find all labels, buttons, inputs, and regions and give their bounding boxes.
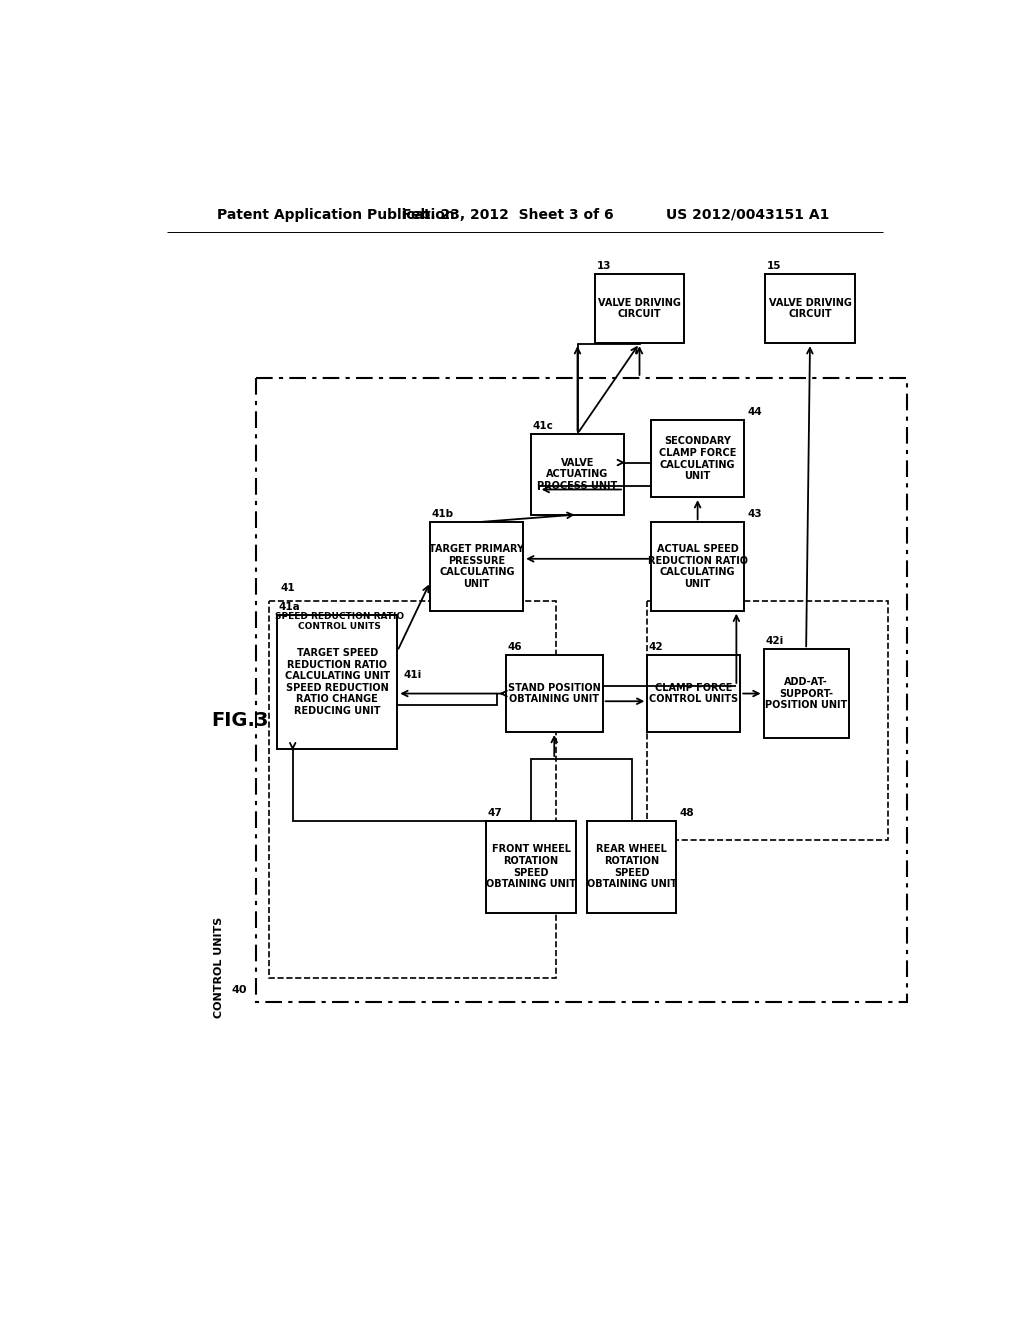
Text: 40: 40 xyxy=(231,985,247,995)
Text: FRONT WHEEL
ROTATION
SPEED
OBTAINING UNIT: FRONT WHEEL ROTATION SPEED OBTAINING UNI… xyxy=(486,845,575,890)
Text: 42: 42 xyxy=(649,642,664,652)
Text: SECONDARY
CLAMP FORCE
CALCULATING
UNIT: SECONDARY CLAMP FORCE CALCULATING UNIT xyxy=(658,437,736,480)
Bar xyxy=(256,378,907,1002)
Bar xyxy=(587,821,676,913)
Bar xyxy=(430,523,523,611)
Text: TARGET PRIMARY
PRESSURE
CALCULATING
UNIT: TARGET PRIMARY PRESSURE CALCULATING UNIT xyxy=(429,544,524,589)
Text: 41a: 41a xyxy=(279,602,300,611)
Text: 41b: 41b xyxy=(432,510,454,519)
Bar xyxy=(506,655,603,733)
Text: 44: 44 xyxy=(748,407,762,417)
Text: 15: 15 xyxy=(767,261,781,271)
Text: 43: 43 xyxy=(748,510,762,519)
Text: FIG.3: FIG.3 xyxy=(212,711,269,730)
Text: 41i: 41i xyxy=(403,671,421,681)
Text: 46: 46 xyxy=(507,642,522,652)
Bar xyxy=(765,275,855,343)
Bar xyxy=(647,655,740,733)
Bar xyxy=(764,649,849,738)
Text: VALVE DRIVING
CIRCUIT: VALVE DRIVING CIRCUIT xyxy=(769,298,851,319)
Bar xyxy=(647,601,888,840)
Bar xyxy=(595,275,684,343)
Text: 42i: 42i xyxy=(765,636,783,647)
Bar xyxy=(651,523,744,611)
Text: Feb. 23, 2012  Sheet 3 of 6: Feb. 23, 2012 Sheet 3 of 6 xyxy=(402,207,613,222)
Text: VALVE
ACTUATING
PROCESS UNIT: VALVE ACTUATING PROCESS UNIT xyxy=(538,458,617,491)
Bar xyxy=(651,420,744,498)
Text: 41c: 41c xyxy=(532,421,553,430)
Text: STAND POSITION
OBTAINING UNIT: STAND POSITION OBTAINING UNIT xyxy=(508,682,601,705)
Bar xyxy=(531,434,624,515)
Text: CONTROL UNITS: CONTROL UNITS xyxy=(214,916,224,1018)
Bar xyxy=(278,615,397,750)
Text: Patent Application Publication: Patent Application Publication xyxy=(217,207,455,222)
Bar xyxy=(269,601,556,978)
Text: TARGET SPEED
REDUCTION RATIO
CALCULATING UNIT
SPEED REDUCTION
RATIO CHANGE
REDUC: TARGET SPEED REDUCTION RATIO CALCULATING… xyxy=(285,648,390,715)
Text: 41: 41 xyxy=(281,583,295,594)
Text: US 2012/0043151 A1: US 2012/0043151 A1 xyxy=(666,207,829,222)
Bar xyxy=(486,821,575,913)
Text: VALVE DRIVING
CIRCUIT: VALVE DRIVING CIRCUIT xyxy=(598,298,681,319)
Text: 47: 47 xyxy=(488,808,503,817)
Text: 13: 13 xyxy=(597,261,611,271)
Text: ADD-AT-
SUPPORT-
POSITION UNIT: ADD-AT- SUPPORT- POSITION UNIT xyxy=(765,677,847,710)
Text: ACTUAL SPEED
REDUCTION RATIO
CALCULATING
UNIT: ACTUAL SPEED REDUCTION RATIO CALCULATING… xyxy=(647,544,748,589)
Text: REAR WHEEL
ROTATION
SPEED
OBTAINING UNIT: REAR WHEEL ROTATION SPEED OBTAINING UNIT xyxy=(587,845,677,890)
Text: CLAMP FORCE
CONTROL UNITS: CLAMP FORCE CONTROL UNITS xyxy=(649,682,738,705)
Text: SPEED REDUCTION RATIO
CONTROL UNITS: SPEED REDUCTION RATIO CONTROL UNITS xyxy=(275,612,404,631)
Text: 48: 48 xyxy=(679,808,694,817)
